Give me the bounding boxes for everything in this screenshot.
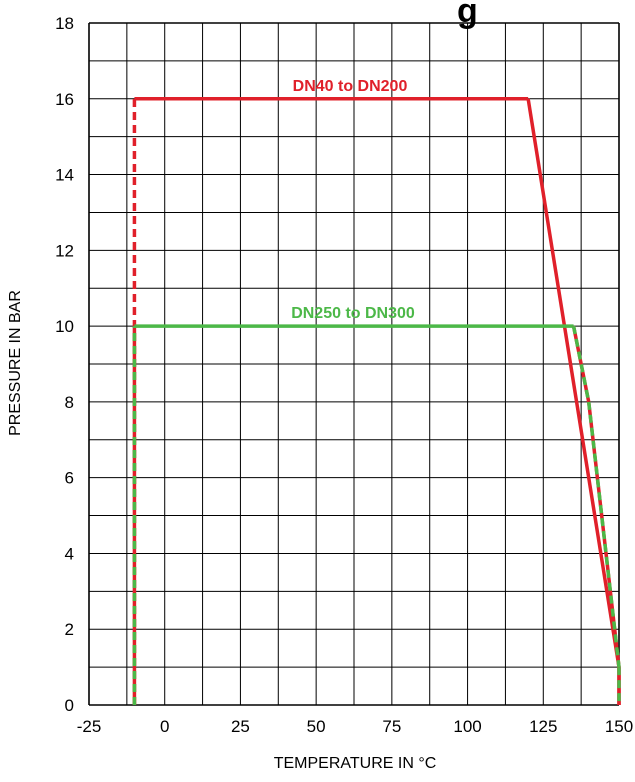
y-tick-label: 0 xyxy=(65,696,74,715)
y-tick-label: 2 xyxy=(65,620,74,639)
x-tick-label: 0 xyxy=(160,717,169,736)
y-tick-label: 16 xyxy=(55,90,74,109)
x-axis-title: TEMPERATURE IN °C xyxy=(274,755,437,772)
series-label: DN250 to DN300 xyxy=(291,305,415,322)
x-tick-label: 150 xyxy=(605,717,633,736)
y-tick-label: 14 xyxy=(55,166,74,185)
y-tick-label: 12 xyxy=(55,241,74,260)
grid xyxy=(88,22,620,706)
y-tick-label: 18 xyxy=(55,14,74,33)
x-tick-label: 25 xyxy=(231,717,250,736)
y-tick-label: 6 xyxy=(65,469,74,488)
y-tick-label: 4 xyxy=(65,544,74,563)
y-tick-labels: 0 2 4 6 8 10 12 14 16 18 xyxy=(55,14,74,715)
y-tick-label: 10 xyxy=(55,317,74,336)
series-segment-underlay xyxy=(571,325,591,403)
series-2: DN250 to DN300 xyxy=(132,305,621,705)
x-tick-label: 50 xyxy=(307,717,326,736)
x-tick-label: 100 xyxy=(453,717,481,736)
x-tick-labels: -25 0 25 50 75 100 125 150 xyxy=(77,717,633,736)
series-segment xyxy=(586,401,621,668)
series-1: DN40 to DN200 xyxy=(132,78,621,705)
series-label: DN40 to DN200 xyxy=(293,78,408,95)
x-tick-label: 125 xyxy=(529,717,557,736)
y-axis-title: PRESSURE IN BAR xyxy=(7,290,24,436)
y-tick-label: 8 xyxy=(65,393,74,412)
x-tick-label: 75 xyxy=(382,717,401,736)
series-layer: DN40 to DN200 DN250 to DN300 xyxy=(132,78,621,705)
series-segment xyxy=(526,98,621,668)
x-tick-label: -25 xyxy=(77,717,102,736)
